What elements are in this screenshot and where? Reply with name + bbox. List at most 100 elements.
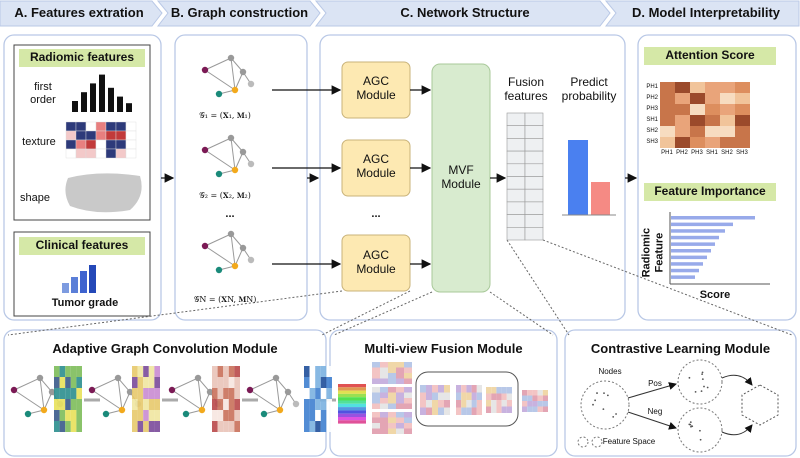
node xyxy=(215,90,223,98)
feature-cell xyxy=(223,388,229,399)
dot xyxy=(701,373,704,376)
fusion-cell xyxy=(524,138,544,152)
edge xyxy=(230,137,236,171)
mvf-cell xyxy=(404,367,412,373)
mvf-cell xyxy=(432,392,438,400)
edge xyxy=(171,377,199,391)
mvf-cell xyxy=(461,385,467,393)
feature-cell xyxy=(148,388,155,399)
fusion-cell xyxy=(506,150,526,165)
node xyxy=(227,54,235,62)
heat-cell xyxy=(660,137,675,148)
feature-cell xyxy=(59,410,66,421)
feature-cell xyxy=(320,410,327,421)
texture-cell xyxy=(95,148,107,159)
node xyxy=(231,262,239,270)
node xyxy=(206,388,214,396)
mvf-cell xyxy=(537,406,543,412)
grade-bar xyxy=(71,277,78,293)
feature-cell xyxy=(304,377,310,388)
fusion-cell xyxy=(506,201,526,215)
mvf-cell xyxy=(380,412,388,418)
texture-cell xyxy=(115,121,127,132)
mvf-cell xyxy=(527,401,533,407)
guides xyxy=(7,239,793,336)
dot xyxy=(606,394,609,397)
feature-cell xyxy=(76,410,82,421)
mvf-cell xyxy=(486,393,492,400)
edge xyxy=(204,245,236,267)
edge xyxy=(121,391,131,411)
subboxes xyxy=(13,44,776,317)
mvf-cell xyxy=(496,387,502,394)
feature-cell xyxy=(315,399,321,410)
mvf-cell xyxy=(476,400,482,408)
mvf-cell xyxy=(388,362,396,368)
heat-cell xyxy=(735,93,750,104)
feature-cell xyxy=(137,366,144,377)
feature-cell xyxy=(148,377,155,388)
cl-arrow xyxy=(627,382,677,399)
fusion-cell xyxy=(506,176,526,190)
feature-cell xyxy=(143,388,149,399)
edge xyxy=(204,137,232,151)
node xyxy=(260,410,268,418)
dot xyxy=(596,392,598,394)
heat-label: PH2 xyxy=(676,150,688,156)
mvf-cell xyxy=(432,385,438,393)
texture-cell xyxy=(125,148,137,159)
hist-bar xyxy=(108,87,114,112)
heat-label: SH1 xyxy=(706,150,718,156)
item: texture xyxy=(22,136,56,148)
node xyxy=(201,66,209,74)
mvf-cell xyxy=(388,412,396,418)
mvf-cell xyxy=(396,367,404,373)
edge xyxy=(39,377,45,411)
edge xyxy=(249,389,281,411)
mvf-cell xyxy=(496,393,502,400)
node xyxy=(246,386,254,394)
mvf-stripe xyxy=(338,384,366,388)
mvf-cell xyxy=(537,390,543,396)
edge xyxy=(117,377,123,411)
node xyxy=(231,166,239,174)
step: C. Network Structure xyxy=(400,5,530,20)
mvf-frame xyxy=(415,371,519,427)
mvf-cell xyxy=(476,392,482,400)
feature-cell xyxy=(234,377,240,388)
cl-arrow xyxy=(721,424,753,436)
feature-cell xyxy=(65,377,71,388)
feature-cell xyxy=(212,377,218,388)
ellipsis: ... xyxy=(371,208,381,220)
mvf-cell xyxy=(532,401,538,407)
fusion-cell xyxy=(506,125,526,139)
node xyxy=(168,386,176,394)
graph-label: 𝒢N = (𝐗N, 𝐌N) xyxy=(193,295,257,304)
mvf-cell xyxy=(388,387,396,393)
feature-cell xyxy=(143,366,149,377)
mvf-cell xyxy=(506,387,512,394)
edge xyxy=(249,377,277,391)
feature-cell xyxy=(143,399,149,410)
feature-cell xyxy=(54,377,60,388)
edge xyxy=(91,377,119,391)
feature-cell xyxy=(70,366,77,377)
space xyxy=(580,380,630,430)
fusion-cell xyxy=(524,176,544,190)
node xyxy=(276,406,284,414)
mvf-cell xyxy=(466,385,472,393)
mvf-cell xyxy=(432,400,438,408)
heat-cell xyxy=(690,137,705,148)
mvf-cell xyxy=(388,398,396,404)
heat-cell xyxy=(720,115,735,126)
agc-label: AGC Module xyxy=(356,152,396,180)
heat-cell xyxy=(735,82,750,93)
mvf-cell xyxy=(491,387,497,394)
feature-cell xyxy=(65,421,71,432)
node xyxy=(247,256,255,264)
feature-cell xyxy=(326,366,332,377)
heat-cell xyxy=(735,115,750,126)
feature-cell xyxy=(59,399,66,410)
heat-cell xyxy=(720,93,735,104)
